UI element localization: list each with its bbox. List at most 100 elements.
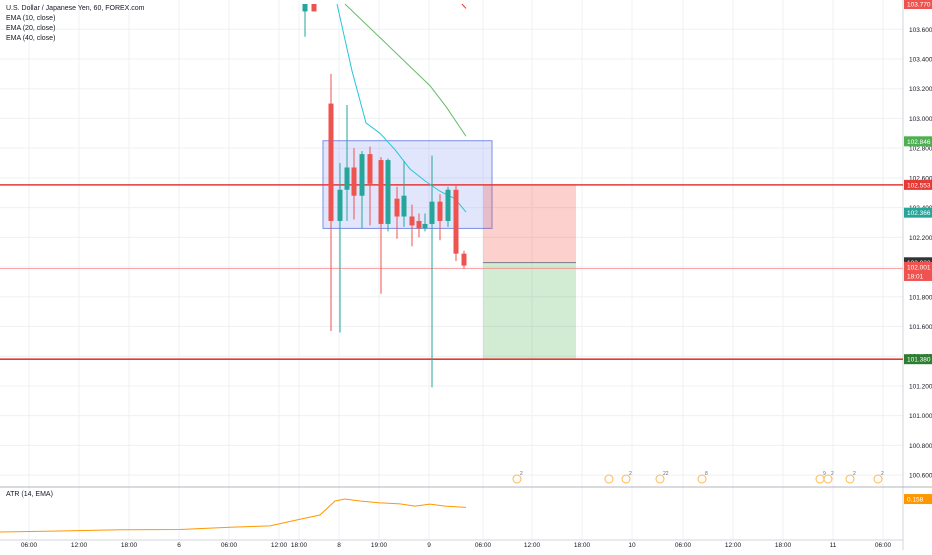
price-label: 102.366 [907, 210, 931, 217]
candle-body [351, 167, 357, 196]
atr-value: 0.158 [907, 497, 924, 504]
time-tick: 9 [427, 542, 431, 549]
price-tick: 103.400 [909, 56, 932, 63]
candle-body [337, 189, 343, 221]
event-count: 2 [881, 471, 884, 477]
time-tick: 18:00 [775, 542, 792, 549]
ema40-upper [344, 3, 431, 87]
price-tick: 102.200 [909, 235, 932, 242]
ema40-legend[interactable]: EMA (40, close) [6, 35, 56, 42]
event-count: 2 [853, 471, 856, 477]
price-label: 102.553 [907, 182, 931, 189]
take-profit-zone [483, 262, 576, 360]
price-label-bg [904, 270, 932, 281]
stop-loss-zone [483, 185, 576, 263]
time-axis: 06:00 12:00 18:00 6 06:00 12:00 18:00 8 19:00 9 06… [21, 542, 892, 549]
price-axis-labels: 103.600 103.400 103.200 103.000 102.800 102.6… [904, 0, 932, 480]
atr-line [0, 498, 467, 533]
price-tick: 100.600 [909, 473, 932, 480]
time-tick: 18:00 [121, 542, 138, 549]
chart-title: U.S. Dollar / Japanese Yen, 60, FOREX.co… [6, 5, 145, 12]
event-icon [604, 474, 614, 484]
time-tick: 12:00 [71, 542, 88, 549]
price-tick: 103.000 [909, 116, 932, 123]
price-label: 18:01 [907, 273, 924, 280]
event-icon [621, 474, 631, 484]
candle-body [401, 195, 407, 217]
price-label-bg [904, 0, 932, 9]
price-tick: 103.200 [909, 86, 932, 93]
candle-body [344, 167, 350, 190]
ema-tail-line [461, 3, 467, 9]
time-tick: 06:00 [475, 542, 492, 549]
event-icon [823, 474, 833, 484]
candle-body [385, 160, 391, 224]
event-count: 2 [629, 471, 632, 477]
event-icon [697, 474, 707, 484]
grid [0, 0, 903, 540]
time-tick: 11 [830, 542, 837, 549]
candle-body [311, 4, 317, 12]
event-count: 9 [823, 471, 826, 477]
time-tick: 12:00 [524, 542, 541, 549]
time-tick: 12:00 [271, 542, 288, 549]
event-icon [655, 474, 665, 484]
price-tick: 101.000 [909, 413, 932, 420]
time-tick: 18:00 [574, 542, 591, 549]
price-tick: 102.600 [909, 175, 932, 182]
time-tick: 10 [628, 542, 636, 549]
ema10-legend[interactable]: EMA (10, close) [6, 15, 56, 22]
price-label-bg [904, 261, 932, 272]
candles [302, 4, 467, 388]
candle-body [422, 223, 428, 229]
price-label-bg [904, 179, 932, 190]
time-tick: 06:00 [675, 542, 692, 549]
time-tick: 18:00 [291, 542, 308, 549]
price-label: 103.770 [907, 2, 931, 9]
time-tick: 06:00 [875, 542, 892, 549]
price-label: 102.001 [907, 264, 931, 271]
event-count: 22 [663, 471, 669, 477]
time-tick: 8 [337, 542, 341, 549]
time-tick: 19:00 [371, 542, 388, 549]
price-label-bg [904, 136, 932, 147]
ema40-line [429, 85, 467, 137]
price-tick: 103.600 [909, 27, 932, 34]
event-icon [845, 474, 855, 484]
candle-body [453, 189, 459, 254]
event-count: 2 [831, 471, 834, 477]
time-tick: 06:00 [221, 542, 238, 549]
candle-body [429, 201, 435, 224]
candle-body [367, 154, 373, 184]
time-tick: 12:00 [725, 542, 742, 549]
event-icon [873, 474, 883, 484]
candle-body [445, 189, 451, 221]
price-tick: 102.800 [909, 146, 932, 153]
time-tick: 6 [177, 542, 181, 549]
price-label-bg [904, 354, 932, 365]
candle-body [461, 253, 467, 266]
candle-body [359, 154, 365, 196]
event-count: 2 [520, 471, 523, 477]
ema20-legend[interactable]: EMA (20, close) [6, 25, 56, 32]
chart-legend: U.S. Dollar / Japanese Yen, 60, FOREX.co… [6, 4, 145, 44]
time-tick: 06:00 [21, 542, 38, 549]
price-label: 101.380 [907, 357, 931, 364]
candle-body [328, 103, 334, 221]
candle-body [394, 198, 400, 217]
price-tick: 101.800 [909, 294, 932, 301]
event-icon [512, 474, 522, 484]
atr-legend[interactable]: ATR (14, EMA) [6, 491, 53, 498]
atr-label-bg [904, 494, 932, 505]
price-label: 102.846 [907, 139, 931, 146]
price-tick: 101.600 [909, 324, 932, 331]
event-count: 8 [705, 471, 708, 477]
price-tick: 100.800 [909, 443, 932, 450]
candle-body [409, 216, 415, 226]
price-label-bg [904, 207, 932, 218]
candle-body [302, 4, 308, 12]
candle-body [416, 220, 422, 229]
candle-body [378, 160, 384, 224]
